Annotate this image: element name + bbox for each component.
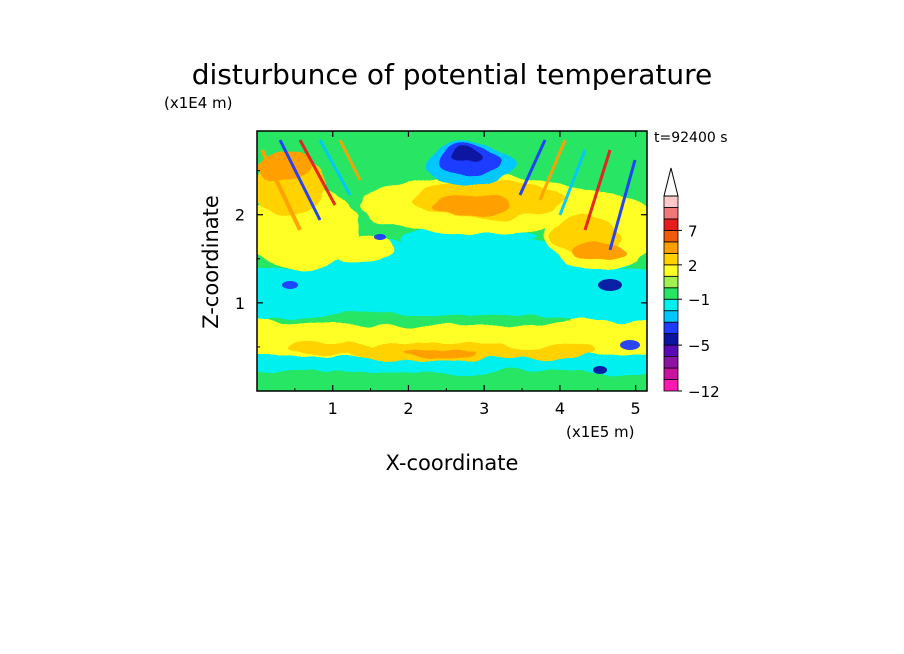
colorbar-swatch — [663, 195, 679, 208]
plot-frame — [256, 130, 648, 392]
colorbar-swatch — [663, 344, 679, 357]
colorbar-swatch — [663, 367, 679, 380]
x-unit-label: (x1E5 m) — [566, 423, 635, 441]
field-blob-right-orange — [575, 241, 625, 259]
x-tick-label: 1 — [328, 399, 338, 418]
temperature-field — [257, 131, 647, 391]
field-streak — [558, 149, 587, 216]
field-spot — [598, 279, 622, 291]
field-blob-low-orange-2 — [515, 345, 595, 359]
y-tick-label: 1 — [235, 294, 245, 313]
field-blob-top-navy — [454, 150, 482, 164]
field-streak — [538, 139, 567, 201]
colorbar-label: −12 — [688, 383, 720, 401]
colorbar-label: 7 — [688, 222, 698, 240]
colorbar-label: −1 — [688, 291, 710, 309]
field-band-bottom-green — [257, 372, 647, 391]
colorbar-overflow-arrow — [663, 167, 679, 197]
time-label: t=92400 s — [654, 130, 728, 146]
y-axis-ticks: 12 — [235, 170, 647, 348]
field-streak — [278, 139, 322, 221]
x-axis-label: X-coordinate — [386, 451, 519, 475]
y-tick-label: 2 — [235, 206, 245, 225]
colorbar-label: −5 — [688, 337, 710, 355]
field-streak — [518, 139, 547, 196]
field-streak — [608, 159, 637, 251]
colorbar-label: 2 — [688, 257, 698, 275]
field-blob-mid-green — [270, 314, 570, 326]
colorbar-swatch — [663, 310, 679, 323]
colorbar-swatch — [663, 287, 679, 300]
colorbar-swatch — [663, 241, 679, 254]
colorbar-swatch — [663, 252, 679, 266]
x-tick-label: 3 — [479, 399, 489, 418]
field-streak — [260, 149, 302, 231]
field-spot — [374, 234, 386, 240]
x-tick-label: 5 — [631, 399, 641, 418]
y-unit-label: (x1E4 m) — [164, 94, 233, 112]
colorbar-swatch — [663, 275, 679, 289]
field-blob-low-orange-4 — [290, 342, 370, 354]
colorbar-swatch — [663, 379, 679, 392]
field-streak — [338, 139, 362, 181]
colorbar-swatch — [663, 333, 679, 346]
field-band-bottom-cyan — [257, 356, 647, 376]
field-streak — [583, 149, 612, 231]
field-streak — [298, 139, 337, 206]
x-axis-ticks: 1 2 3 4 5 — [294, 131, 641, 418]
colorbar-swatch — [663, 264, 679, 277]
x-tick-label: 2 — [403, 399, 413, 418]
colorbar-swatch — [663, 356, 679, 369]
colorbar-swatch — [663, 298, 679, 312]
field-blob-upper-orange — [430, 196, 510, 216]
colorbar-swatch — [663, 321, 679, 335]
colorbar: 7 2 −1 −5 −12 — [663, 167, 720, 401]
x-tick-label: 4 — [555, 399, 565, 418]
chart-title: disturbunce of potential temperature — [192, 58, 713, 91]
colorbar-swatch — [663, 230, 679, 243]
field-spot — [593, 366, 607, 374]
field-streak — [318, 139, 352, 196]
colorbar-swatch — [663, 207, 679, 220]
field-blob-low-orange-3 — [405, 350, 475, 358]
y-axis-label: Z-coordinate — [199, 195, 223, 329]
colorbar-swatch — [663, 218, 679, 231]
field-blob-mid-yellow — [325, 236, 395, 264]
field-spot — [282, 281, 298, 289]
field-spot — [620, 340, 640, 350]
